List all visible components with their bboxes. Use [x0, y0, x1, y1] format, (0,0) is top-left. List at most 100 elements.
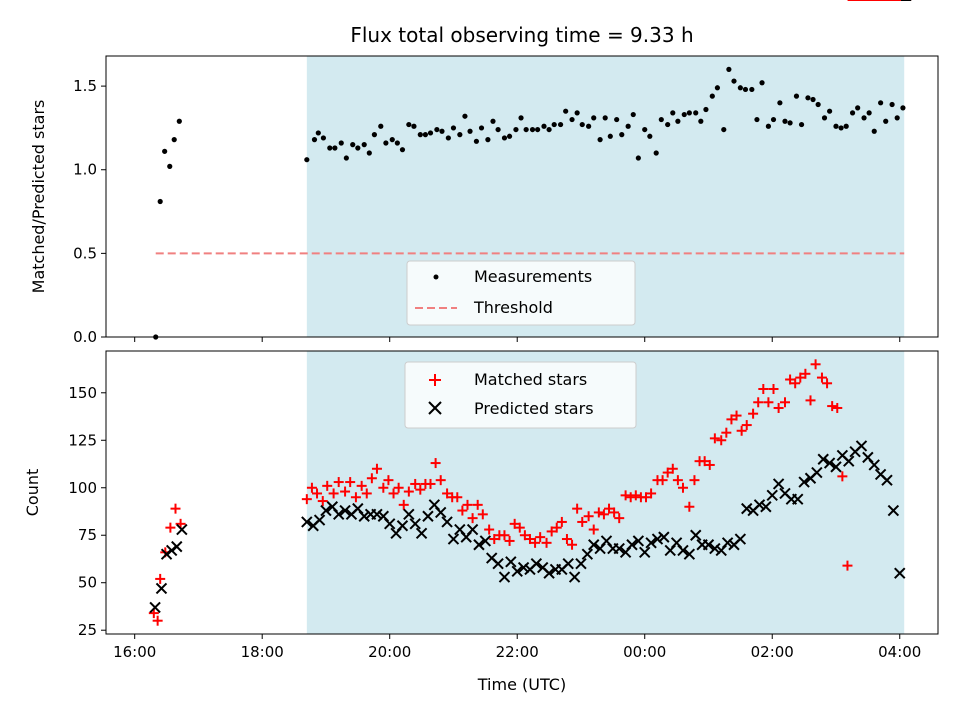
measurement-point: [681, 111, 687, 118]
matched-point: [604, 503, 615, 514]
measurement-point: [787, 120, 793, 126]
measurement-point: [798, 121, 805, 128]
predicted-point: [575, 558, 587, 570]
measurement-point: [619, 132, 625, 138]
measurement-point: [506, 133, 513, 139]
predicted-point: [396, 520, 409, 532]
predicted-point: [149, 601, 161, 614]
matched-point: [430, 458, 441, 469]
chart-title: Flux total observing time = 9.33 h: [350, 23, 693, 47]
predicted-point: [887, 504, 900, 517]
predicted-point: [645, 537, 657, 549]
measurement-point: [411, 123, 417, 129]
matched-point: [489, 534, 500, 545]
measurement-point: [821, 115, 828, 121]
matched-point: [741, 420, 752, 431]
matched-point: [361, 488, 372, 499]
measurement-point: [394, 140, 400, 146]
measurement-point: [315, 130, 321, 136]
predicted-point: [301, 516, 313, 528]
measurement-point: [366, 150, 372, 156]
measurement-point: [546, 126, 552, 133]
predicted-point: [626, 539, 638, 551]
measurement-point: [495, 126, 501, 133]
matched-point: [155, 573, 166, 584]
count-y-tick-label: 25: [78, 621, 97, 639]
predicted-point: [409, 518, 421, 530]
measurement-point: [759, 80, 765, 86]
measurement-point: [427, 130, 434, 136]
matched-point: [524, 534, 535, 545]
matched-point: [306, 482, 317, 493]
measurement-point: [389, 137, 395, 143]
measurement-point: [378, 123, 384, 129]
measurement-point: [894, 115, 900, 121]
matched-point: [657, 475, 668, 486]
ratio-panel: 0.0 0.5 1.0 1.5 Matched/Predicted stars Mea…: [29, 55, 939, 346]
matched-point: [662, 467, 673, 478]
predicted-point: [683, 548, 696, 560]
predicted-point: [473, 539, 485, 551]
matched-point: [477, 509, 488, 520]
measurement-point: [518, 115, 524, 121]
measurement-point: [871, 128, 877, 134]
measurement-point: [642, 126, 648, 133]
measurement-point: [737, 85, 743, 91]
matched-point: [388, 488, 399, 499]
predicted-point: [313, 514, 326, 526]
measurement-point: [457, 132, 463, 138]
x-axis-label: Time (UTC): [477, 675, 566, 694]
matched-point: [731, 410, 742, 421]
matched-point: [561, 534, 572, 545]
matched-point: [709, 433, 720, 444]
predicted-point: [171, 540, 183, 553]
predicted-point: [435, 506, 447, 519]
matched-point: [514, 522, 525, 533]
predicted-point: [511, 565, 523, 578]
measurement-point: [749, 86, 755, 93]
predicted-point: [881, 474, 893, 486]
matched-point: [383, 475, 394, 486]
predicted-point: [530, 558, 543, 570]
measurement-point: [721, 126, 727, 133]
measurement-point: [162, 148, 168, 154]
predicted-point: [709, 542, 721, 555]
legend-predicted-label: Predicted stars: [474, 399, 594, 418]
matched-point: [736, 425, 747, 436]
measurement-point: [714, 85, 721, 91]
count-legend-box: [404, 361, 637, 429]
matched-point: [816, 372, 827, 383]
measurement-point: [355, 145, 361, 151]
measurement-point: [399, 147, 406, 153]
ratio-legend: Measurements Threshold: [406, 260, 636, 326]
measurement-point: [703, 106, 709, 113]
measurement-point: [320, 135, 327, 141]
predicted-point: [741, 502, 753, 515]
predicted-point: [830, 461, 842, 473]
matched-point: [593, 507, 604, 518]
measurement-point: [171, 137, 177, 143]
matched-point: [768, 383, 779, 394]
matched-point: [609, 507, 620, 518]
measurement-point: [586, 123, 592, 129]
predicted-point: [155, 582, 168, 595]
measurement-point: [535, 126, 541, 133]
ratio-legend-box: [406, 260, 636, 326]
predicted-point: [498, 571, 511, 583]
matched-point: [567, 539, 578, 550]
predicted-point: [339, 504, 351, 517]
count-legend: Matched stars Predicted stars: [404, 361, 637, 429]
predicted-point: [492, 558, 504, 570]
predicted-point: [702, 539, 715, 551]
matched-point: [689, 475, 700, 486]
legend-predicted-marker: [428, 401, 442, 415]
measurement-point: [574, 110, 580, 116]
measurement-point: [332, 145, 338, 151]
predicted-point: [422, 510, 434, 522]
matched-point: [672, 475, 683, 486]
predicted-point: [320, 504, 332, 517]
matched-point: [350, 492, 361, 503]
matched-point: [630, 490, 641, 501]
measurement-point: [311, 137, 318, 143]
predicted-point: [447, 533, 460, 545]
